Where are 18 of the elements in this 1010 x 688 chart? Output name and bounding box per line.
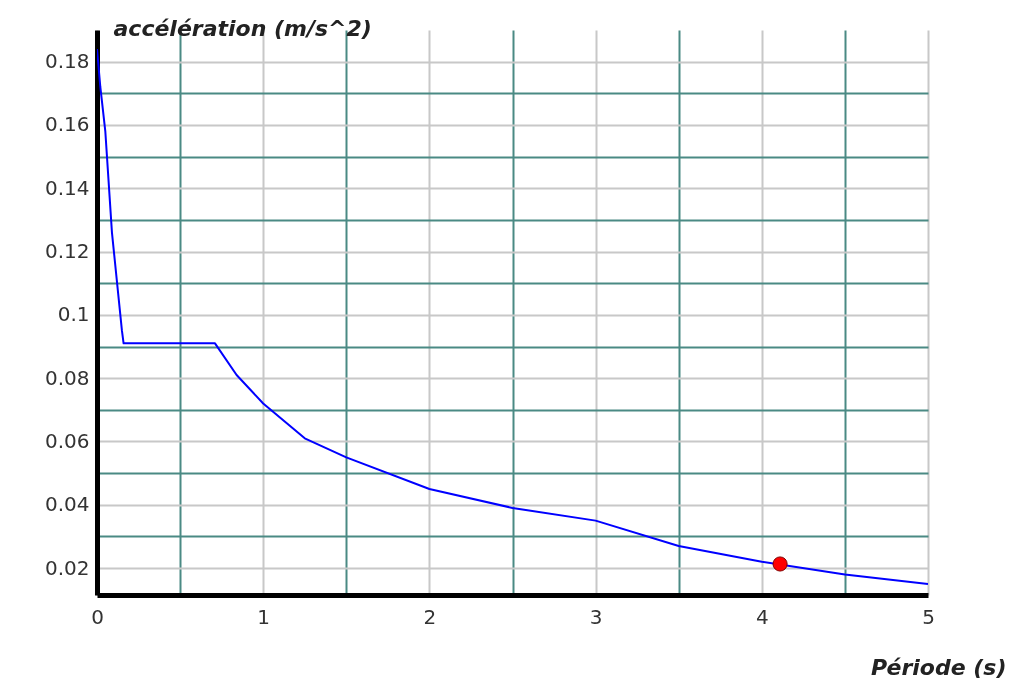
line-series	[97, 47, 928, 585]
y-tick-label: 0.12	[44, 239, 90, 264]
y-tick-label: 0.14	[44, 175, 90, 200]
y-tick-label: 0.08	[44, 365, 90, 390]
x-tick-label: 0	[91, 604, 104, 629]
x-tick-label: 1	[257, 604, 271, 629]
x-tick-label: 3	[589, 604, 603, 629]
x-tick-label: 2	[423, 604, 437, 629]
y-tick-label: 0.04	[44, 492, 90, 517]
x-tick-label: 5	[922, 604, 935, 629]
y-tick-label: 0.18	[44, 49, 90, 74]
y-tick-label: 0.02	[44, 555, 90, 580]
y-tick-label: 0.06	[44, 428, 90, 453]
x-tick-label: 4	[755, 604, 769, 629]
x-axis-title: Période (s)	[871, 654, 1007, 680]
y-tick-label: 0.16	[44, 112, 90, 137]
y-axis-title: accélération (m/s^2)	[113, 15, 372, 41]
y-tick-label: 0.1	[57, 302, 90, 327]
